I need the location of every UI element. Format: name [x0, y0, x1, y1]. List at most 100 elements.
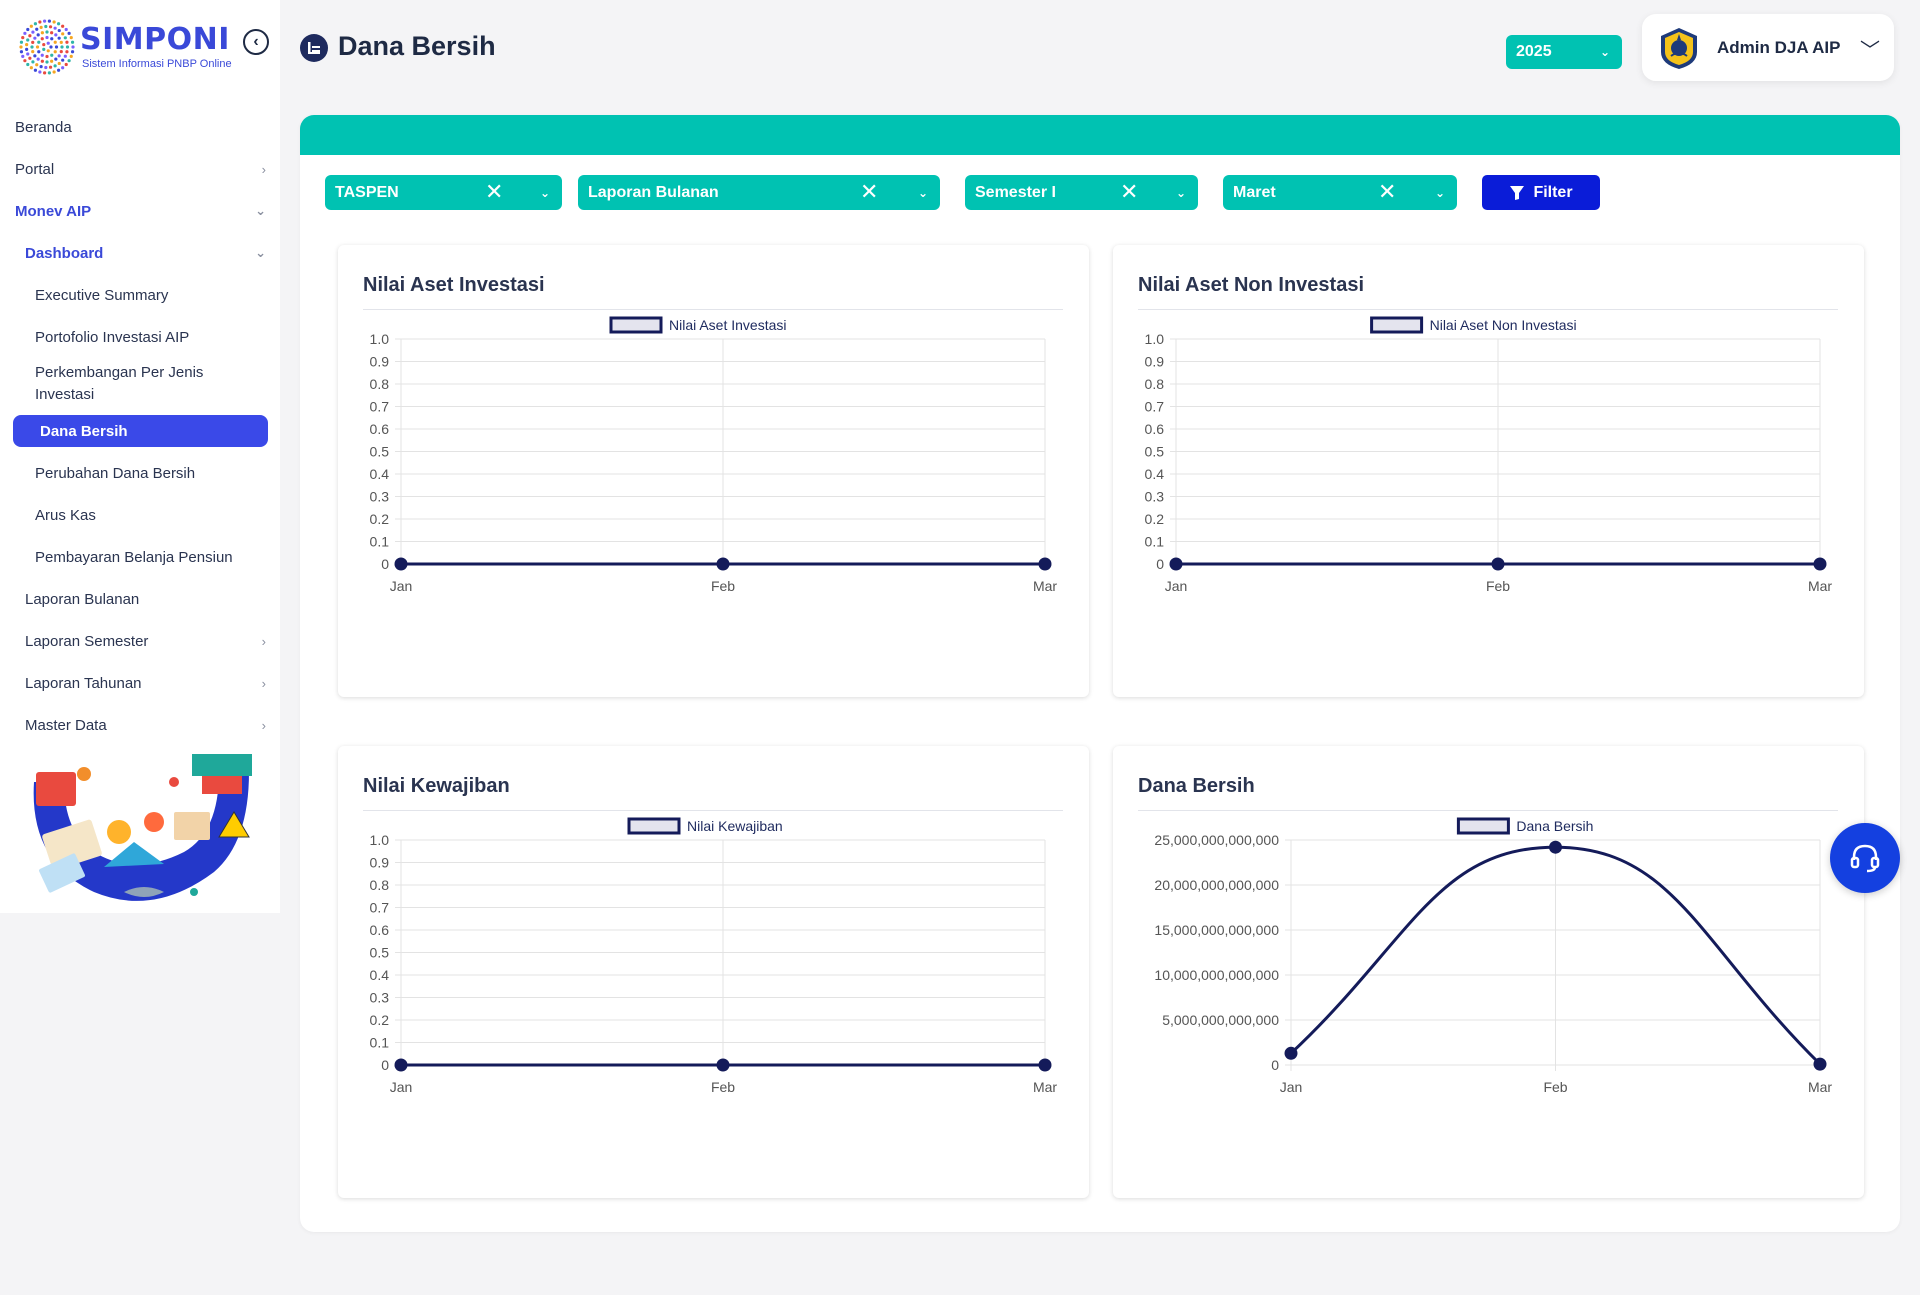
- sidebar-item-label: Pembayaran Belanja Pensiun: [35, 548, 233, 566]
- divider: [363, 309, 1063, 310]
- entity-select[interactable]: TASPEN ✕ ⌄: [325, 175, 562, 210]
- sidebar-item-label: Dana Bersih: [40, 422, 128, 440]
- logo-dot: [28, 56, 32, 60]
- clear-semester-icon[interactable]: ✕: [1120, 179, 1139, 204]
- logo-dot: [40, 31, 44, 35]
- chart-card-nilai-aset-non-investasi: Nilai Aset Non Investasi Nilai Aset Non …: [1113, 245, 1864, 697]
- sidebar-item-portofolio-investasi-aip[interactable]: Portofolio Investasi AIP: [0, 316, 280, 358]
- sidebar-item-pembayaran-belanja-pensiun[interactable]: Pembayaran Belanja Pensiun: [0, 536, 280, 578]
- chart-card-nilai-aset-investasi: Nilai Aset Investasi Nilai Aset Investas…: [338, 245, 1089, 697]
- legend-swatch: [1456, 817, 1510, 835]
- logo-dot: [52, 20, 56, 24]
- y-tick-label: 0.2: [370, 511, 390, 527]
- logo-dot: [29, 24, 33, 28]
- chart-card-nilai-kewajiban: Nilai Kewajiban Nilai Kewajiban 0 0.1 0.2 0.…: [338, 746, 1089, 1198]
- year-value: 2025: [1516, 43, 1552, 60]
- logo-dot: [26, 52, 30, 56]
- sidebar-item-perubahan-dana-bersih[interactable]: Perubahan Dana Bersih: [0, 452, 280, 494]
- logo-dot: [54, 33, 58, 37]
- logo-dot: [33, 68, 38, 72]
- sidebar-item-laporan-tahunan[interactable]: Laporan Tahunan ›: [0, 662, 280, 704]
- logo-dot: [56, 68, 61, 72]
- y-tick-label: 25,000,000,000,000: [1154, 832, 1279, 848]
- sidebar-item-perkembangan-per-jenis-investasi[interactable]: Perkembangan Per Jenis Investasi: [0, 358, 280, 410]
- sidebar-item-arus-kas[interactable]: Arus Kas: [0, 494, 280, 536]
- headset-icon: [1850, 844, 1880, 873]
- y-tick-label: 0.4: [1145, 466, 1165, 482]
- legend-label: Dana Bersih: [1516, 818, 1593, 834]
- logo-dot: [21, 54, 25, 58]
- sidebar-item-label: Portal: [15, 160, 55, 178]
- divider: [1138, 309, 1838, 310]
- logo-dot: [42, 43, 46, 47]
- user-menu[interactable]: Admin DJA AIP ﹀: [1642, 14, 1894, 81]
- y-tick-label: 20,000,000,000,000: [1154, 877, 1279, 893]
- legend-swatch: [1370, 316, 1424, 334]
- sidebar-item-portal[interactable]: Portal ›: [0, 148, 280, 190]
- logo-dot: [57, 28, 61, 33]
- y-tick-label: 0.1: [370, 534, 390, 550]
- logo-dot: [56, 22, 61, 26]
- chevron-down-icon: ⌄: [1599, 45, 1610, 59]
- clear-month-icon[interactable]: ✕: [1378, 179, 1397, 204]
- logo-dot: [31, 60, 35, 64]
- logo-dot: [26, 62, 30, 67]
- sidebar-item-dana-bersih[interactable]: Dana Bersih: [13, 415, 268, 447]
- logo-dot: [46, 41, 50, 45]
- logo-dot: [28, 34, 32, 38]
- logo-dot: [48, 25, 53, 29]
- legend-label: Nilai Aset Non Investasi: [1430, 317, 1577, 333]
- x-tick-label: Jan: [390, 1079, 413, 1095]
- y-tick-label: 0.8: [370, 376, 390, 392]
- logo-dot: [43, 71, 47, 75]
- y-tick-label: 0.8: [370, 877, 390, 893]
- data-point: [1813, 1057, 1827, 1071]
- y-tick-label: 0.9: [370, 855, 390, 871]
- sidebar-item-master-data[interactable]: Master Data ›: [0, 704, 280, 746]
- brand-name: SIMPONI: [80, 22, 230, 57]
- sidebar-item-laporan-semester[interactable]: Laporan Semester ›: [0, 620, 280, 662]
- x-tick-label: Mar: [1808, 1079, 1832, 1095]
- logo-dot: [46, 49, 50, 53]
- y-tick-label: 0.4: [370, 466, 390, 482]
- sidebar-item-laporan-bulanan[interactable]: Laporan Bulanan: [0, 578, 280, 620]
- data-point: [1549, 840, 1562, 854]
- sidebar-item-dashboard[interactable]: Dashboard ⌄: [0, 232, 280, 274]
- collapse-sidebar-button[interactable]: ‹: [243, 29, 269, 55]
- legend-swatch: [609, 316, 663, 334]
- line-chart: Nilai Kewajiban 0 0.1 0.2 0.3 0.4 0.5 0.6 0.7 0.8…: [370, 817, 1057, 1095]
- logo-dot: [19, 40, 24, 44]
- logo-dot: [63, 54, 67, 58]
- logo-dot: [21, 36, 25, 40]
- sidebar-item-label: Portofolio Investasi AIP: [35, 328, 190, 346]
- brand-logo[interactable]: SIMPONI Sistem Informasi PNBP Online: [18, 18, 238, 78]
- sidebar-item-beranda[interactable]: Beranda: [0, 106, 280, 148]
- sidebar-item-monev-aip[interactable]: Monev AIP ⌄: [0, 190, 280, 232]
- logo-dot: [70, 40, 75, 44]
- help-support-button[interactable]: [1830, 823, 1900, 893]
- logo-dot: [64, 62, 68, 67]
- panel-header: [300, 115, 1900, 155]
- logo-dot: [37, 40, 41, 44]
- logo-dot: [65, 40, 69, 44]
- data-point: [394, 557, 408, 571]
- semester-select[interactable]: Semester I ✕ ⌄: [965, 175, 1198, 210]
- y-tick-label: 0.9: [370, 354, 390, 370]
- logo-dot: [40, 53, 44, 57]
- sidebar-item-executive-summary[interactable]: Executive Summary: [0, 274, 280, 316]
- logo-dot: [69, 36, 73, 40]
- legend-label: Nilai Kewajiban: [687, 818, 783, 834]
- clear-entity-icon[interactable]: ✕: [485, 179, 504, 204]
- legend-swatch: [627, 817, 681, 835]
- filter-button[interactable]: Filter: [1482, 175, 1600, 210]
- clear-report-type-icon[interactable]: ✕: [860, 179, 879, 204]
- logo-dot: [47, 71, 51, 75]
- month-select[interactable]: Maret ✕ ⌄: [1223, 175, 1457, 210]
- sidebar: SIMPONI Sistem Informasi PNBP Online ‹ B…: [0, 0, 280, 913]
- year-select[interactable]: 2025 ⌄: [1506, 35, 1622, 69]
- chevron-down-icon: ⌄: [1434, 186, 1445, 200]
- y-tick-label: 0.7: [370, 399, 390, 415]
- logo-dot: [33, 22, 38, 26]
- report-type-select[interactable]: Laporan Bulanan ✕ ⌄: [578, 175, 940, 210]
- y-tick-label: 0.3: [370, 990, 390, 1006]
